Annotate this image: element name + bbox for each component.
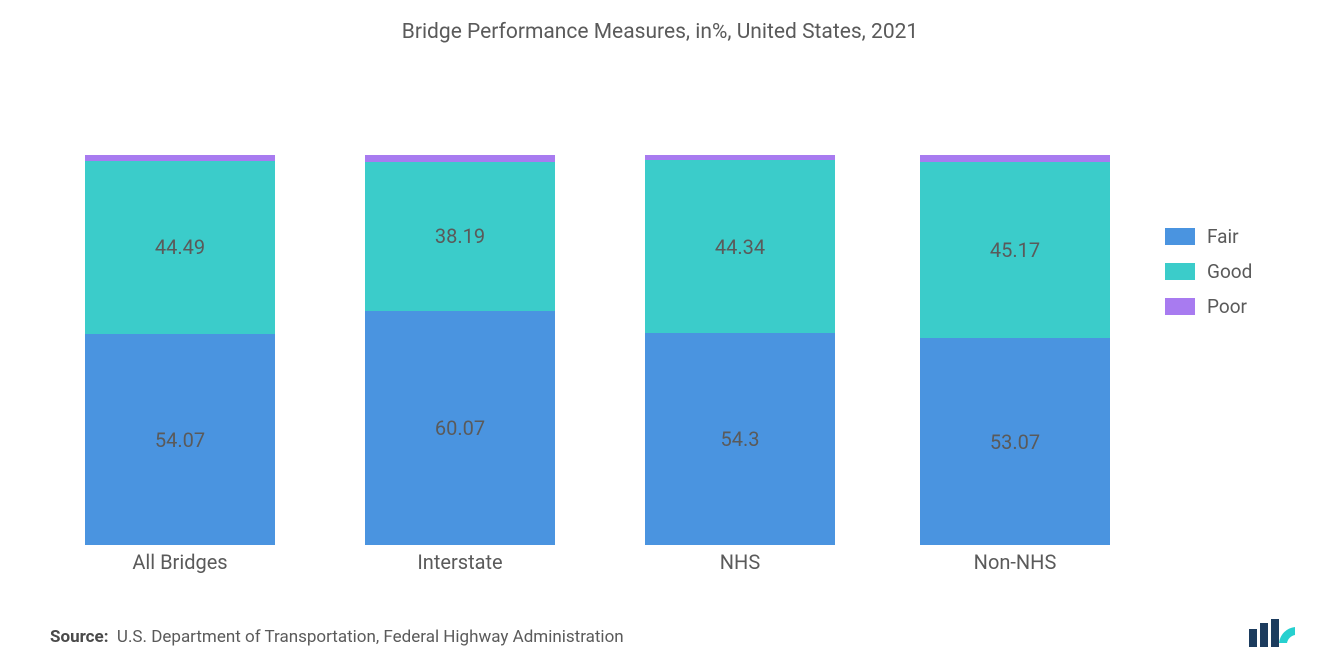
segment-value-label: 53.07 — [990, 430, 1040, 454]
segment-good: 38.19 — [365, 162, 555, 311]
legend-swatch — [1165, 228, 1195, 245]
logo-bar-3 — [1271, 619, 1279, 647]
bar-nhs: 54.3 44.34 — [645, 155, 835, 545]
segment-fair: 54.3 — [645, 333, 835, 545]
segment-fair: 53.07 — [920, 338, 1110, 545]
x-axis-label: Non-NHS — [920, 550, 1110, 574]
chart-title: Bridge Performance Measures, in%, United… — [0, 20, 1320, 44]
segment-good: 44.49 — [85, 161, 275, 335]
segment-good: 44.34 — [645, 160, 835, 333]
bar-interstate: 60.07 38.19 — [365, 155, 555, 545]
segment-poor — [920, 155, 1110, 162]
plot-area: 54.07 44.49 60.07 38.19 54.3 44.34 53.07 45.17 — [60, 80, 1110, 545]
segment-value-label: 60.07 — [435, 416, 485, 440]
bar-all-bridges: 54.07 44.49 — [85, 155, 275, 545]
logo-bar-2 — [1260, 623, 1268, 647]
segment-value-label: 44.49 — [155, 235, 205, 259]
segment-good: 45.17 — [920, 162, 1110, 338]
chart-container: Bridge Performance Measures, in%, United… — [0, 0, 1320, 665]
x-axis-label: All Bridges — [85, 550, 275, 574]
segment-value-label: 44.34 — [715, 235, 765, 259]
brand-logo — [1249, 619, 1295, 647]
bar-stack: 54.3 44.34 — [645, 155, 835, 545]
bar-stack: 60.07 38.19 — [365, 155, 555, 545]
bar-non-nhs: 53.07 45.17 — [920, 155, 1110, 545]
segment-value-label: 54.3 — [721, 427, 760, 451]
legend-swatch — [1165, 298, 1195, 315]
segment-value-label: 54.07 — [155, 428, 205, 452]
segment-fair: 60.07 — [365, 311, 555, 545]
segment-fair: 54.07 — [85, 334, 275, 545]
bar-stack: 54.07 44.49 — [85, 155, 275, 545]
logo-arc — [1279, 627, 1295, 643]
bar-stack: 53.07 45.17 — [920, 155, 1110, 545]
segment-value-label: 38.19 — [435, 224, 485, 248]
source-line: Source: U.S. Department of Transportatio… — [50, 627, 624, 647]
segment-poor — [365, 155, 555, 162]
legend-label: Poor — [1207, 295, 1247, 318]
logo-icon — [1249, 619, 1295, 647]
source-text: U.S. Department of Transportation, Feder… — [117, 627, 624, 647]
legend-label: Good — [1207, 260, 1252, 283]
x-axis-label: Interstate — [365, 550, 555, 574]
segment-value-label: 45.17 — [990, 238, 1040, 262]
logo-bar-1 — [1249, 629, 1257, 647]
legend-label: Fair — [1207, 225, 1239, 248]
legend-item-poor: Poor — [1165, 295, 1252, 318]
source-label: Source: — [50, 627, 108, 647]
legend-item-fair: Fair — [1165, 225, 1252, 248]
x-axis-label: NHS — [645, 550, 835, 574]
legend-swatch — [1165, 263, 1195, 280]
legend: Fair Good Poor — [1165, 225, 1252, 330]
legend-item-good: Good — [1165, 260, 1252, 283]
